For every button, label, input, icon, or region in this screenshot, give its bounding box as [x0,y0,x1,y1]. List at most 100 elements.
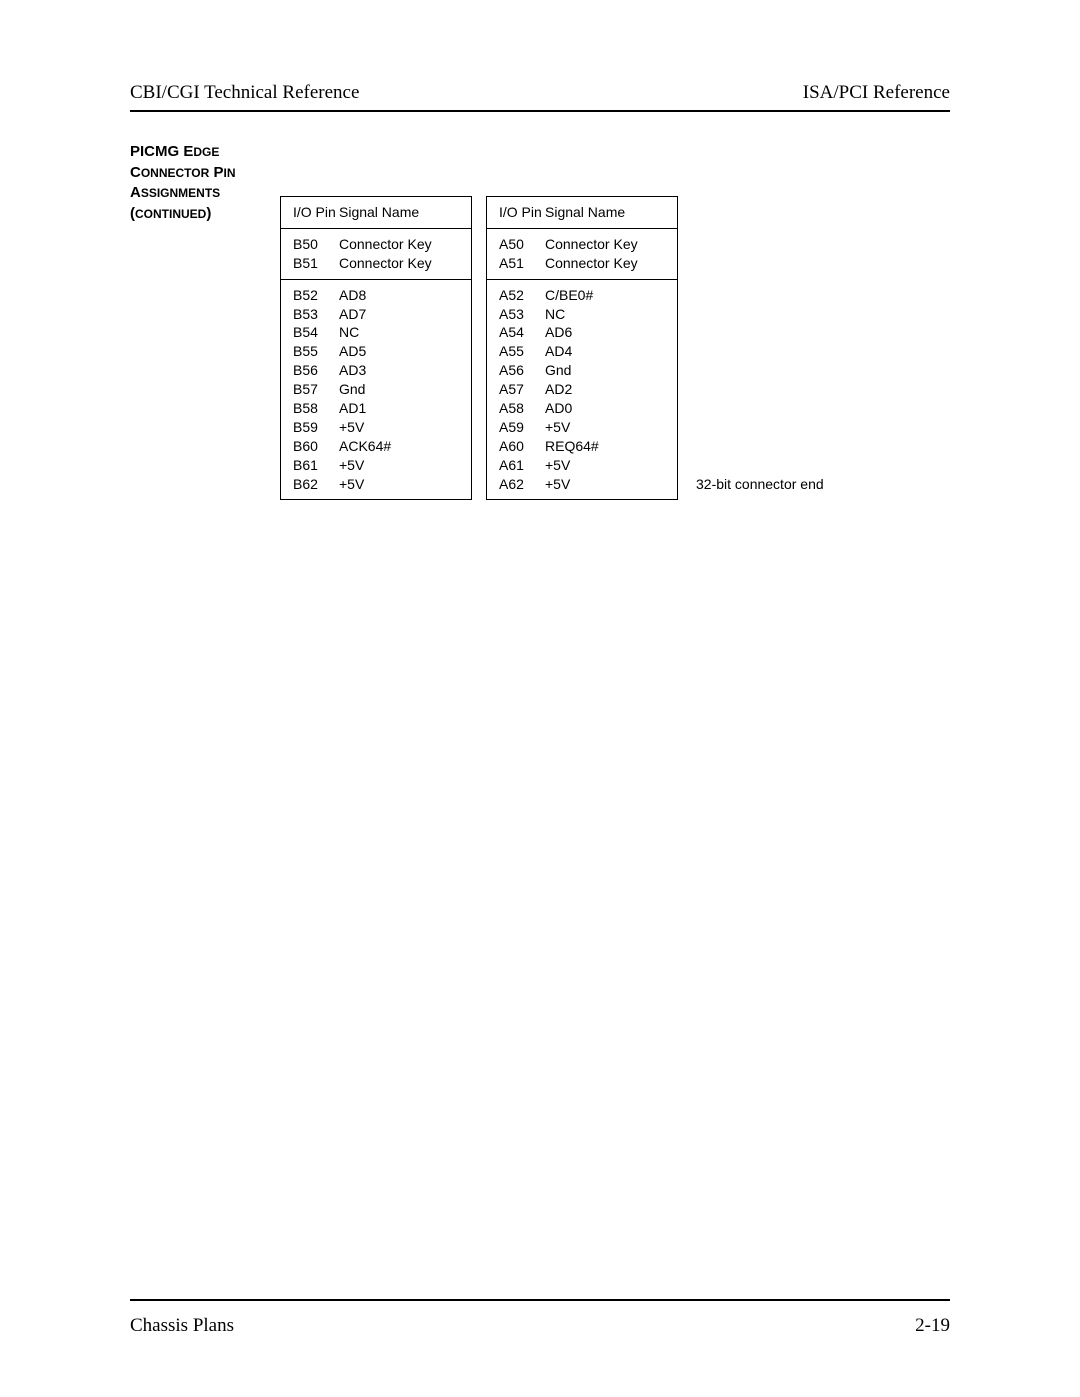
table-row: A62+5V [499,475,667,494]
table-row: A55AD4 [499,342,667,361]
table-row: B50Connector Key [293,235,461,254]
column-header-signal: Signal Name [545,203,667,222]
signal-cell: AD6 [545,323,667,342]
signal-cell: AD5 [339,342,461,361]
heading-line-3b: SSIGNMENTS [141,186,220,200]
section-heading: PICMG EDGE CONNECTOR PIN ASSIGNMENTS (CO… [130,142,280,500]
signal-cell: Connector Key [545,254,667,273]
tables-container: I/O Pin Signal Name B50Connector KeyB51C… [280,196,824,500]
header-left: CBI/CGI Technical Reference [130,82,359,104]
pin-cell: A51 [499,254,545,273]
signal-cell: ACK64# [339,437,461,456]
table-row: B57Gnd [293,380,461,399]
signal-cell: AD3 [339,361,461,380]
pin-cell: A56 [499,361,545,380]
page-footer: Chassis Plans 2-19 [130,1299,950,1337]
pin-cell: A53 [499,305,545,324]
signal-cell: Gnd [545,361,667,380]
heading-line-2b: ONNECTOR [141,166,209,180]
pin-cell: A52 [499,286,545,305]
table-row: B58AD1 [293,399,461,418]
pin-cell: B61 [293,456,339,475]
heading-line-1b: DGE [193,145,219,159]
column-header-signal: Signal Name [339,203,461,222]
signal-cell: Connector Key [545,235,667,254]
table-row: A53NC [499,305,667,324]
pin-cell: B57 [293,380,339,399]
table-row: A60REQ64# [499,437,667,456]
pin-table-b: I/O Pin Signal Name B50Connector KeyB51C… [280,196,472,500]
pin-cell: B51 [293,254,339,273]
signal-cell: +5V [339,456,461,475]
table-row: B59+5V [293,418,461,437]
pin-cell: B62 [293,475,339,494]
pin-cell: B55 [293,342,339,361]
table-row: B61+5V [293,456,461,475]
pin-cell: B54 [293,323,339,342]
heading-line-3a: A [130,184,141,201]
pin-cell: B52 [293,286,339,305]
table-row: B53AD7 [293,305,461,324]
table-a-keyrows: A50Connector KeyA51Connector Key [487,229,677,280]
table-row: B62+5V [293,475,461,494]
signal-cell: +5V [545,418,667,437]
signal-cell: NC [339,323,461,342]
table-a-rows: A52C/BE0#A53NCA54AD6A55AD4A56GndA57AD2A5… [487,280,677,500]
column-header-pin: I/O Pin [499,203,545,222]
table-row: A56Gnd [499,361,667,380]
table-row: B52AD8 [293,286,461,305]
table-row: B56AD3 [293,361,461,380]
pin-cell: B50 [293,235,339,254]
heading-line-2d: IN [223,166,235,180]
heading-line-4b: CONTINUED [135,207,206,221]
table-b-rows: B52AD8B53AD7B54NCB55AD5B56AD3B57GndB58AD… [281,280,471,500]
signal-cell: AD4 [545,342,667,361]
pin-cell: A61 [499,456,545,475]
table-row: B55AD5 [293,342,461,361]
page-header: CBI/CGI Technical Reference ISA/PCI Refe… [130,82,950,112]
heading-line-2a: C [130,164,141,181]
table-row: B54NC [293,323,461,342]
column-header-pin: I/O Pin [293,203,339,222]
pin-cell: A60 [499,437,545,456]
signal-cell: REQ64# [545,437,667,456]
pin-cell: A59 [499,418,545,437]
heading-line-1a: PICMG E [130,143,193,160]
table-row: A58AD0 [499,399,667,418]
signal-cell: Connector Key [339,235,461,254]
signal-cell: Gnd [339,380,461,399]
signal-cell: +5V [339,418,461,437]
pin-cell: A58 [499,399,545,418]
signal-cell: AD8 [339,286,461,305]
signal-cell: AD2 [545,380,667,399]
table-row: A52C/BE0# [499,286,667,305]
table-row: A54AD6 [499,323,667,342]
table-row: A51Connector Key [499,254,667,273]
pin-cell: A54 [499,323,545,342]
table-b-keyrows: B50Connector KeyB51Connector Key [281,229,471,280]
pin-cell: A50 [499,235,545,254]
pin-cell: B59 [293,418,339,437]
pin-cell: B53 [293,305,339,324]
signal-cell: +5V [545,475,667,494]
header-right: ISA/PCI Reference [803,82,950,104]
signal-cell: +5V [545,456,667,475]
pin-table-a: I/O Pin Signal Name A50Connector KeyA51C… [486,196,678,500]
table-row: B60ACK64# [293,437,461,456]
signal-cell: C/BE0# [545,286,667,305]
pin-cell: B60 [293,437,339,456]
signal-cell: NC [545,305,667,324]
pin-cell: A62 [499,475,545,494]
content: PICMG EDGE CONNECTOR PIN ASSIGNMENTS (CO… [130,142,950,500]
table-row: A57AD2 [499,380,667,399]
footer-left: Chassis Plans [130,1315,234,1337]
signal-cell: AD1 [339,399,461,418]
signal-cell: AD0 [545,399,667,418]
table-row: A50Connector Key [499,235,667,254]
footer-right: 2-19 [915,1315,950,1337]
pin-cell: A57 [499,380,545,399]
signal-cell: Connector Key [339,254,461,273]
side-note: 32-bit connector end [696,476,824,492]
signal-cell: AD7 [339,305,461,324]
heading-line-4c: ) [206,205,211,222]
